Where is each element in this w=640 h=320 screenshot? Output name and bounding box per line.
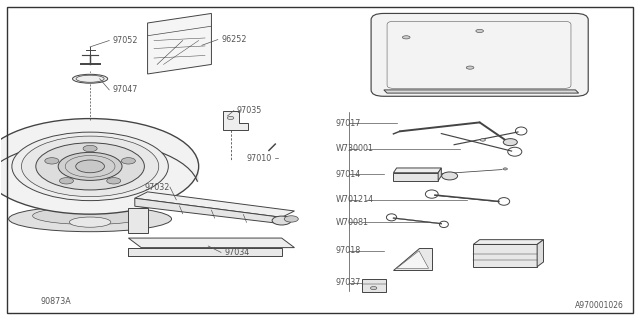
Ellipse shape xyxy=(503,139,517,146)
Ellipse shape xyxy=(503,168,508,170)
Text: 97052: 97052 xyxy=(113,36,138,45)
Polygon shape xyxy=(394,173,438,181)
Ellipse shape xyxy=(272,216,291,225)
Text: 97017: 97017 xyxy=(336,119,362,128)
FancyBboxPatch shape xyxy=(371,13,588,96)
Text: 97018: 97018 xyxy=(336,246,361,255)
Ellipse shape xyxy=(227,116,234,120)
Polygon shape xyxy=(135,192,294,217)
Ellipse shape xyxy=(12,132,168,201)
Text: W701214: W701214 xyxy=(336,195,374,204)
Text: 96252: 96252 xyxy=(221,35,246,44)
Text: 97047: 97047 xyxy=(113,85,138,94)
Ellipse shape xyxy=(122,158,136,164)
Text: W70081: W70081 xyxy=(336,218,369,227)
Polygon shape xyxy=(384,90,579,93)
Text: 97014: 97014 xyxy=(336,170,361,179)
Ellipse shape xyxy=(45,158,59,164)
Text: 90873A: 90873A xyxy=(40,297,71,306)
Polygon shape xyxy=(148,13,211,74)
Text: 97037: 97037 xyxy=(336,278,362,287)
Polygon shape xyxy=(438,168,442,181)
Ellipse shape xyxy=(60,178,74,184)
Ellipse shape xyxy=(33,207,148,225)
Ellipse shape xyxy=(442,172,458,180)
Polygon shape xyxy=(473,244,537,267)
Polygon shape xyxy=(362,279,386,292)
Ellipse shape xyxy=(58,152,122,180)
Ellipse shape xyxy=(69,217,111,227)
Text: 97034: 97034 xyxy=(224,248,250,257)
Ellipse shape xyxy=(76,160,104,173)
Polygon shape xyxy=(135,198,282,224)
Ellipse shape xyxy=(0,119,198,214)
Polygon shape xyxy=(129,238,294,248)
Ellipse shape xyxy=(284,216,298,222)
Polygon shape xyxy=(394,168,442,173)
Ellipse shape xyxy=(371,286,377,290)
Text: W730001: W730001 xyxy=(336,144,374,153)
Ellipse shape xyxy=(480,139,485,141)
Ellipse shape xyxy=(83,145,97,152)
Text: 97032: 97032 xyxy=(145,183,170,192)
Ellipse shape xyxy=(22,136,159,197)
Ellipse shape xyxy=(72,74,108,83)
Ellipse shape xyxy=(467,66,474,69)
Polygon shape xyxy=(537,240,543,267)
Ellipse shape xyxy=(107,178,121,184)
Polygon shape xyxy=(129,248,141,256)
Text: 97035: 97035 xyxy=(237,106,262,115)
Polygon shape xyxy=(129,248,282,256)
Ellipse shape xyxy=(476,29,483,33)
Ellipse shape xyxy=(36,143,145,190)
Text: A970001026: A970001026 xyxy=(575,301,623,310)
Text: 97010: 97010 xyxy=(246,154,272,163)
Polygon shape xyxy=(473,240,543,244)
Ellipse shape xyxy=(9,206,172,232)
Polygon shape xyxy=(223,111,248,130)
Polygon shape xyxy=(397,251,429,268)
Polygon shape xyxy=(394,248,432,270)
Polygon shape xyxy=(129,208,148,233)
Ellipse shape xyxy=(403,36,410,39)
